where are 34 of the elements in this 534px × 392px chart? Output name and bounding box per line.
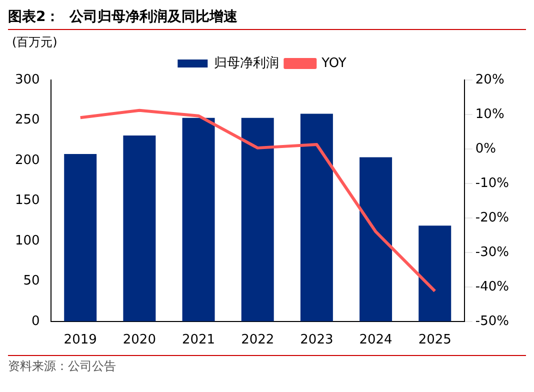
y2-tick-label: 20% — [475, 72, 504, 88]
bar — [360, 157, 392, 322]
text: 资料来源：公司公告 — [8, 355, 526, 375]
chart-title: 图表2： 公司归母净利润及同比增速 — [8, 8, 526, 30]
y-tick-label: 150 — [14, 193, 40, 208]
y-tick-label: 100 — [14, 233, 40, 248]
y2-tick-label: -40% — [475, 279, 510, 294]
bar — [123, 136, 156, 322]
x-tick-label: 2025 — [418, 332, 452, 348]
x-tick-label: 2019 — [64, 332, 97, 348]
x-tick-label: 2022 — [241, 332, 274, 348]
x-tick-label: 2020 — [122, 332, 156, 348]
y2-tick-label: 0% — [475, 141, 496, 156]
bar — [64, 154, 97, 322]
y-axis-title: (百万元) — [12, 34, 58, 51]
x-tick-label: 2023 — [300, 332, 334, 348]
y-tick-label: 50 — [23, 274, 40, 289]
y-tick-label: 250 — [14, 112, 40, 128]
bar — [300, 114, 333, 322]
legend-label: YOY — [320, 56, 346, 71]
y-tick-label: 200 — [14, 152, 40, 168]
bar — [182, 118, 215, 322]
bar — [418, 226, 452, 322]
y-tick-label: 0 — [32, 314, 40, 329]
y2-tick-label: -20% — [475, 210, 510, 226]
y2-tick-label: -30% — [475, 244, 510, 260]
y2-tick-label: -50% — [475, 314, 510, 329]
legend-label: 归母净利润 — [214, 56, 280, 71]
bar — [241, 118, 274, 322]
y2-tick-label: 10% — [475, 106, 504, 122]
x-tick-label: 2021 — [182, 332, 216, 348]
y2-tick-label: -10% — [475, 176, 510, 191]
y-tick-label: 300 — [14, 72, 40, 88]
x-tick-label: 2024 — [359, 332, 392, 348]
